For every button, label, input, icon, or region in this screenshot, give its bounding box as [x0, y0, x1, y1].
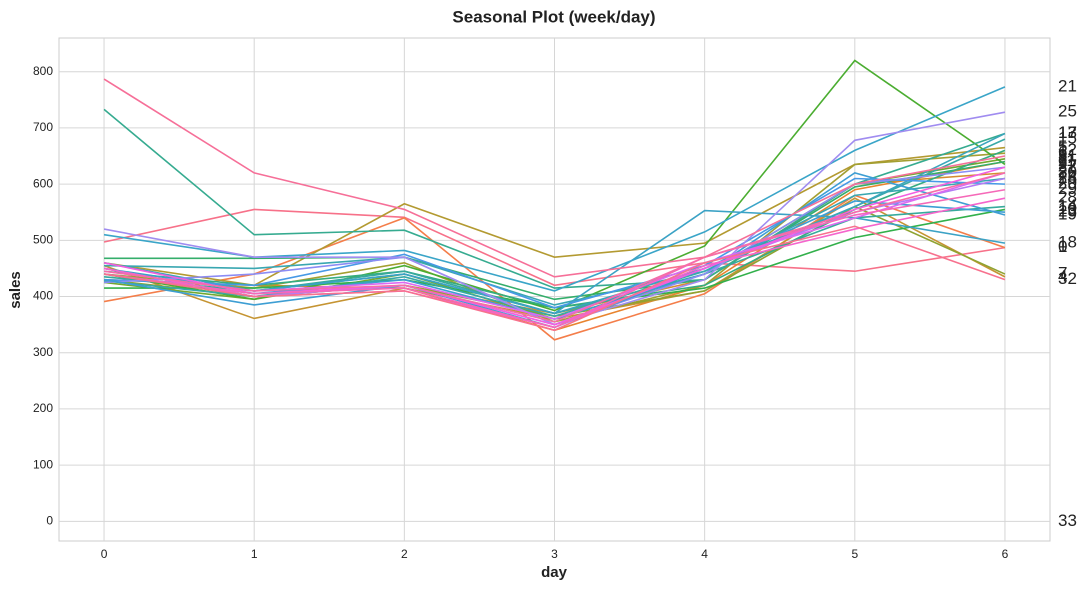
y-tick-label: 300: [33, 345, 53, 359]
series-label: 26: [1058, 162, 1077, 181]
y-tick-label: 500: [33, 232, 53, 246]
series-label: 21: [1058, 76, 1077, 95]
x-tick-label: 0: [101, 547, 108, 561]
series-label: 10: [1058, 199, 1077, 218]
series-line: [104, 160, 1006, 301]
y-tick-label: 800: [33, 64, 53, 78]
series-label: 19: [1058, 205, 1077, 224]
series-label: 22: [1058, 157, 1077, 176]
series-label: 23: [1058, 202, 1077, 221]
x-tick-label: 1: [251, 547, 258, 561]
series-line: [104, 177, 1006, 306]
series-label: 17: [1058, 123, 1077, 142]
series-label: 4: [1058, 266, 1067, 285]
y-tick-label: 100: [33, 457, 53, 471]
x-tick-label: 5: [851, 547, 858, 561]
series-label: 24: [1058, 168, 1077, 187]
series-line: [103, 59, 1006, 312]
series-label: 9: [1058, 154, 1067, 173]
series-line: [103, 78, 1006, 278]
series-label: 18: [1058, 233, 1077, 252]
series-line: [103, 225, 1006, 332]
y-tick-label: 600: [33, 176, 53, 190]
series-label: 25: [1058, 102, 1077, 121]
series-label: 3: [1058, 162, 1067, 181]
series-label: 0: [1058, 237, 1067, 256]
series-label: 29: [1058, 179, 1077, 198]
series-line: [103, 188, 1006, 329]
series-label: 28: [1058, 188, 1077, 207]
series-line: [103, 172, 1006, 323]
series-label: 14: [1058, 196, 1077, 215]
series-label: 32: [1058, 269, 1077, 288]
series-line: [103, 208, 1006, 287]
x-tick-label: 2: [401, 547, 408, 561]
series-label: 33: [1058, 511, 1077, 530]
y-tick-label: 200: [33, 401, 53, 415]
y-axis-label: sales: [7, 271, 24, 309]
series-label: 16: [1058, 168, 1077, 187]
y-tick-label: 700: [33, 120, 53, 134]
x-tick-label: 6: [1002, 547, 1009, 561]
chart-title: Seasonal Plot (week/day): [452, 7, 655, 26]
series-label: 13: [1058, 123, 1077, 142]
series-label: 12: [1058, 140, 1077, 159]
y-tick-label: 400: [33, 289, 53, 303]
series-label: 1: [1058, 237, 1067, 256]
series-line: [104, 177, 1005, 309]
series-label: 8: [1058, 148, 1067, 167]
series-label: 30: [1058, 162, 1077, 181]
series-label: 20: [1058, 174, 1077, 193]
x-axis-label: day: [541, 564, 568, 581]
x-tick-label: 3: [551, 547, 558, 561]
series-label: 2: [1058, 151, 1067, 170]
y-tick-label: 0: [46, 514, 53, 528]
series-label: 15: [1058, 129, 1077, 148]
x-tick-label: 4: [701, 547, 708, 561]
series-label: 7: [1058, 264, 1067, 283]
series-label: 5: [1058, 137, 1067, 156]
series-label: 27: [1058, 157, 1077, 176]
series-label: 31: [1058, 146, 1077, 165]
series-label: 11: [1058, 151, 1076, 170]
series-label: 6: [1058, 143, 1067, 162]
